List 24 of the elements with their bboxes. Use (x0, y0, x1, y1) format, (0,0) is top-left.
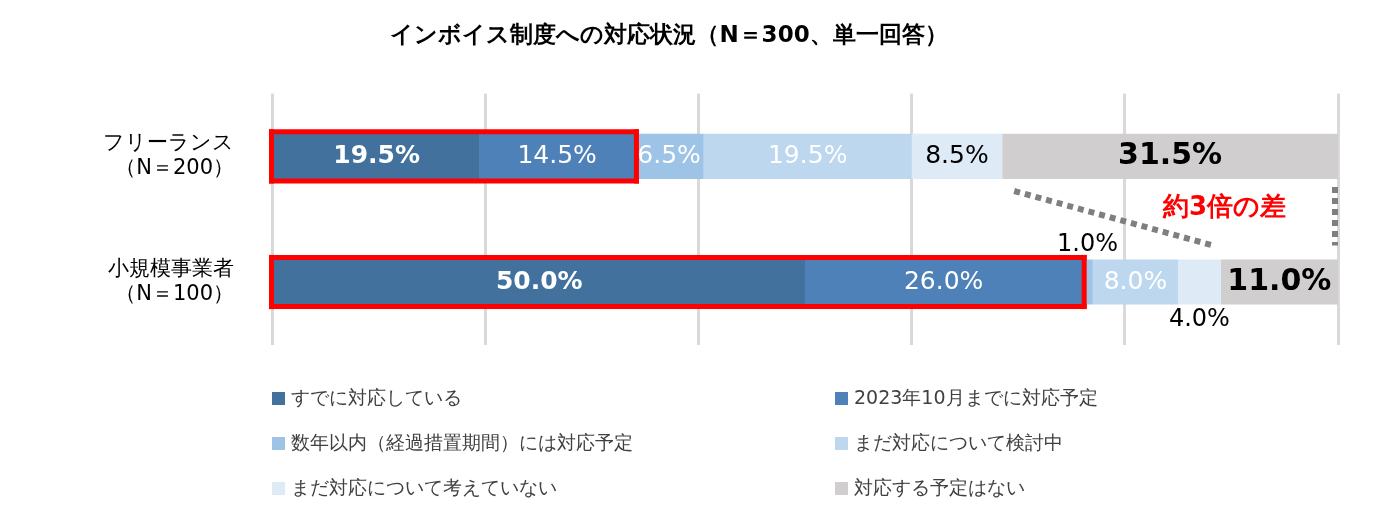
bar (703, 133, 912, 180)
chart-title: インボイス制度への対応状況（N＝300、単一回答） (390, 20, 948, 47)
legend-label: 数年以内（経過措置期間）には対応予定 (291, 430, 633, 455)
legend-label: 対応する予定はない (854, 475, 1025, 500)
y-tick-label: 小規模事業者（N＝100） (108, 255, 234, 306)
legend-label: 2023年10月までに対応予定 (854, 385, 1098, 410)
legend-label: まだ対応について考えていない (291, 475, 557, 500)
data-label: 8.5% (925, 139, 989, 169)
data-label: 1.0% (1057, 228, 1118, 257)
data-label: 26.0% (903, 265, 984, 295)
data-label: 8.0% (1103, 265, 1168, 295)
data-label: 4.0% (1168, 303, 1230, 332)
y-tick-label: フリーランス（N＝200） (103, 130, 234, 180)
data-label: 19.5% (333, 139, 421, 169)
data-label: 14.5% (517, 139, 597, 169)
data-label: 19.5% (767, 139, 848, 169)
data-label: 31.5% (1118, 136, 1223, 172)
legend-label: まだ対応について検討中 (854, 430, 1063, 455)
data-label: 50.0% (495, 265, 583, 295)
annotation: 約3倍の差 (1163, 190, 1287, 224)
legend-label: すでに対応している (291, 385, 462, 410)
data-label: 6.5% (637, 139, 701, 169)
data-label: 11.0% (1227, 261, 1332, 297)
bar (1178, 259, 1221, 305)
